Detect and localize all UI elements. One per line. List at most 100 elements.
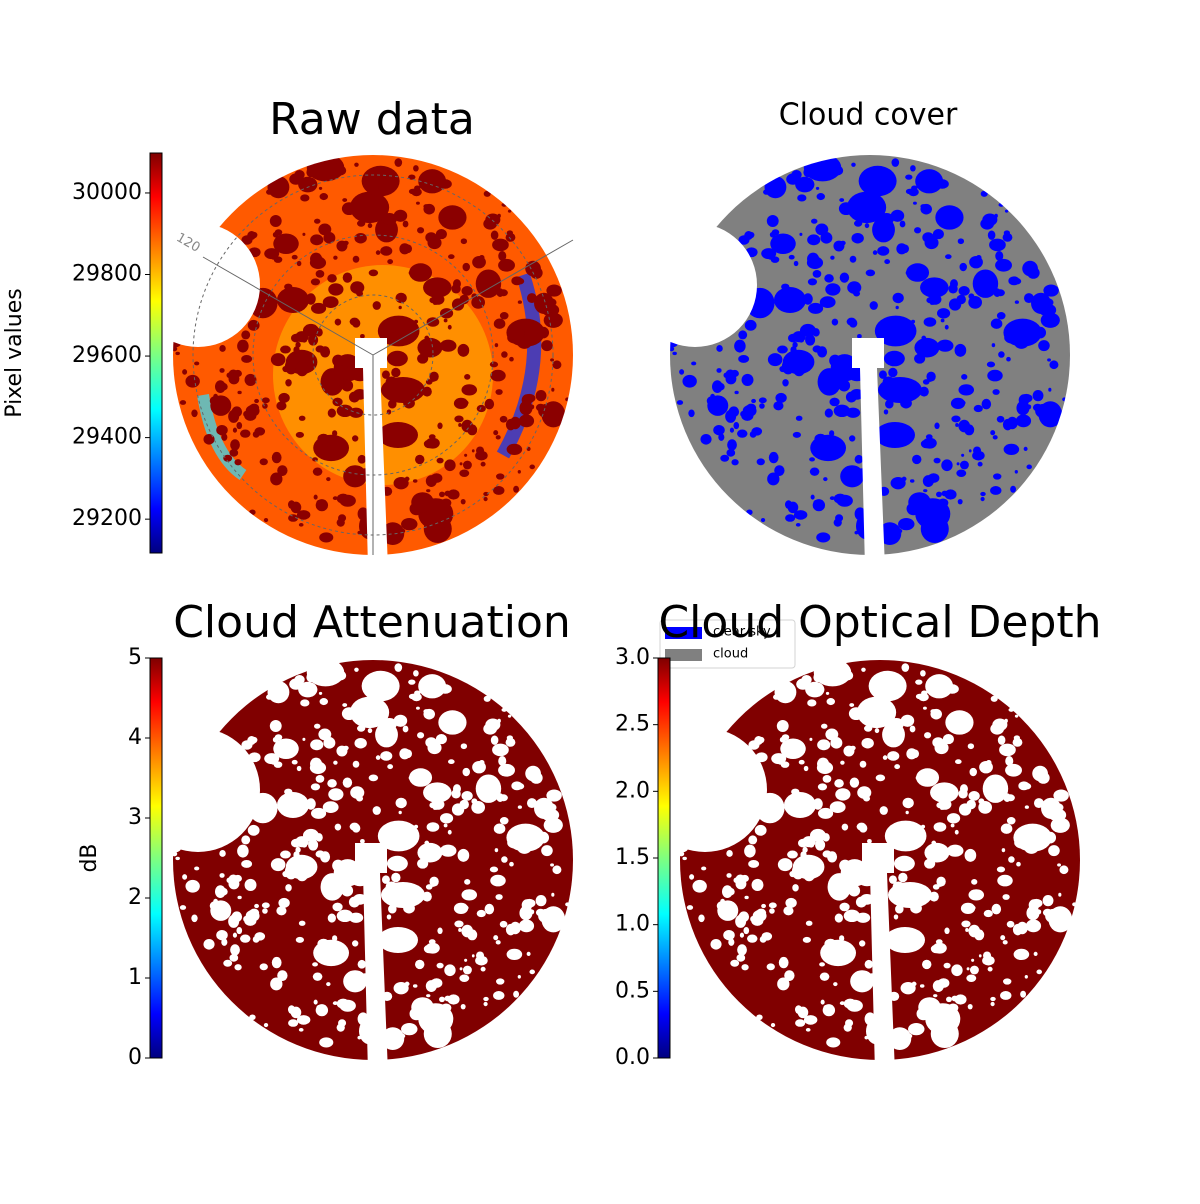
image-blob xyxy=(887,751,900,761)
image-blob xyxy=(676,843,689,853)
image-blob xyxy=(221,822,236,833)
image-blob xyxy=(865,269,876,277)
image-blob xyxy=(499,312,509,320)
image-blob xyxy=(319,1037,334,1048)
image-blob xyxy=(918,997,941,1018)
image-blob xyxy=(856,520,867,529)
image-blob xyxy=(190,263,199,272)
image-blob xyxy=(298,1028,304,1032)
image-blob xyxy=(855,896,867,908)
image-blob xyxy=(980,190,988,197)
image-blob xyxy=(277,465,288,477)
image-blob xyxy=(725,839,733,845)
image-blob xyxy=(529,969,535,975)
image-blob xyxy=(1010,485,1017,493)
image-blob xyxy=(809,457,815,462)
colorbar xyxy=(149,657,163,1059)
image-blob xyxy=(223,454,233,462)
image-blob xyxy=(418,169,447,194)
image-blob xyxy=(273,761,283,768)
image-blob xyxy=(461,924,474,938)
image-blob xyxy=(870,858,883,869)
image-blob xyxy=(444,964,456,977)
image-blob xyxy=(756,908,767,917)
image-blob xyxy=(909,479,915,483)
image-blob xyxy=(349,696,390,729)
image-blob xyxy=(237,339,249,353)
image-blob xyxy=(497,718,501,723)
image-blob xyxy=(830,255,835,260)
image-blob xyxy=(513,485,520,493)
image-blob xyxy=(817,368,842,396)
image-blob xyxy=(1000,991,1012,1000)
image-blob xyxy=(506,735,514,741)
image-blob xyxy=(550,358,555,362)
image-blob xyxy=(306,154,345,182)
image-blob xyxy=(720,267,724,271)
image-blob xyxy=(770,233,796,254)
image-blob xyxy=(874,537,881,544)
image-blob xyxy=(459,294,469,305)
image-blob xyxy=(408,188,417,195)
image-blob xyxy=(495,940,501,945)
image-blob xyxy=(314,218,321,224)
image-blob xyxy=(237,895,242,900)
colorbar-label: dB xyxy=(77,843,102,872)
image-blob xyxy=(770,1023,776,1028)
image-blob xyxy=(766,215,779,228)
image-blob xyxy=(439,996,445,1003)
image-blob xyxy=(906,748,918,760)
image-blob xyxy=(338,885,345,892)
image-blob xyxy=(1040,312,1060,328)
image-blob xyxy=(888,991,900,1002)
image-blob xyxy=(492,238,509,252)
image-blob xyxy=(223,772,227,776)
image-blob xyxy=(818,807,834,819)
image-blob xyxy=(249,908,260,917)
image-blob xyxy=(1016,921,1028,935)
image-blob xyxy=(484,398,495,410)
image-blob xyxy=(834,913,843,923)
image-blob xyxy=(944,927,950,935)
image-blob xyxy=(498,756,507,766)
image-blob xyxy=(318,728,332,741)
image-blob xyxy=(445,218,457,229)
image-blob xyxy=(982,774,1009,803)
image-blob xyxy=(825,283,841,296)
image-blob xyxy=(743,927,750,935)
image-blob xyxy=(893,855,915,872)
image-blob xyxy=(328,788,344,801)
image-blob xyxy=(298,415,306,421)
image-blob xyxy=(933,994,938,998)
image-blob xyxy=(194,361,200,366)
image-blob xyxy=(254,398,259,404)
image-blob xyxy=(529,404,535,410)
image-blob xyxy=(812,236,819,243)
image-blob xyxy=(726,448,736,457)
image-blob xyxy=(447,829,452,835)
image-blob xyxy=(219,283,224,288)
image-blob xyxy=(727,439,737,451)
image-blob xyxy=(360,838,365,844)
image-blob xyxy=(718,289,728,300)
image-blob xyxy=(697,768,706,777)
image-blob xyxy=(808,843,815,848)
image-blob xyxy=(930,708,942,720)
image-blob xyxy=(990,486,1002,495)
image-blob xyxy=(496,473,505,480)
image-blob xyxy=(428,434,436,440)
image-blob xyxy=(1043,284,1059,297)
image-blob xyxy=(973,446,982,455)
image-blob xyxy=(356,220,366,227)
image-blob xyxy=(280,850,291,859)
image-blob xyxy=(866,1025,877,1034)
image-blob xyxy=(534,797,554,819)
image-blob xyxy=(315,833,323,842)
image-blob xyxy=(924,842,950,863)
image-blob xyxy=(229,953,239,962)
image-blob xyxy=(228,409,240,423)
image-blob xyxy=(252,936,260,943)
image-blob xyxy=(551,892,555,897)
image-blob xyxy=(946,996,952,1003)
image-blob xyxy=(882,755,888,760)
